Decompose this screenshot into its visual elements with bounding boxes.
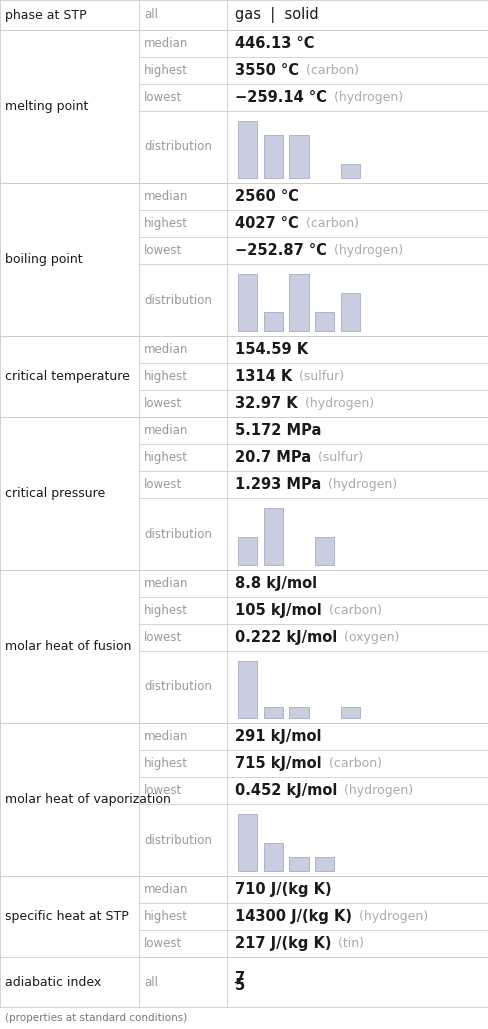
Text: phase at STP: phase at STP — [5, 8, 86, 22]
Text: lowest: lowest — [143, 244, 182, 257]
Text: gas  |  solid: gas | solid — [234, 7, 318, 23]
Text: −259.14 °C: −259.14 °C — [234, 90, 326, 105]
Text: (carbon): (carbon) — [301, 64, 358, 77]
Text: 2560 °C: 2560 °C — [234, 189, 298, 204]
Text: highest: highest — [143, 910, 187, 923]
Bar — [263, 508, 283, 565]
Text: lowest: lowest — [143, 91, 182, 104]
Bar — [238, 814, 257, 871]
Text: highest: highest — [143, 604, 187, 617]
Text: molar heat of vaporization: molar heat of vaporization — [5, 793, 170, 806]
Text: lowest: lowest — [143, 397, 182, 410]
Text: (sulfur): (sulfur) — [313, 451, 363, 464]
Text: lowest: lowest — [143, 937, 182, 950]
Text: median: median — [143, 190, 188, 203]
Text: 154.59 K: 154.59 K — [234, 342, 307, 357]
Text: specific heat at STP: specific heat at STP — [5, 910, 128, 923]
Text: (oxygen): (oxygen) — [340, 631, 399, 644]
Text: 1314 K: 1314 K — [234, 369, 291, 384]
Text: 3550 °C: 3550 °C — [234, 63, 298, 78]
Text: (carbon): (carbon) — [324, 604, 381, 617]
Text: 0.452 kJ/mol: 0.452 kJ/mol — [234, 783, 337, 799]
Text: highest: highest — [143, 370, 187, 383]
Text: (tin): (tin) — [334, 937, 364, 950]
Text: −252.87 °C: −252.87 °C — [234, 243, 326, 258]
Text: (hydrogen): (hydrogen) — [329, 244, 402, 257]
Text: 105 kJ/mol: 105 kJ/mol — [234, 603, 321, 618]
Text: 8.8 kJ/mol: 8.8 kJ/mol — [234, 576, 316, 591]
Bar — [340, 164, 359, 178]
Text: median: median — [143, 730, 188, 743]
Text: (hydrogen): (hydrogen) — [300, 397, 373, 410]
Text: all: all — [143, 8, 158, 22]
Text: distribution: distribution — [143, 528, 211, 540]
Text: 7: 7 — [234, 970, 244, 986]
Bar — [340, 293, 359, 331]
Text: highest: highest — [143, 757, 187, 770]
Text: median: median — [143, 343, 188, 356]
Bar — [289, 135, 308, 178]
Text: median: median — [143, 424, 188, 437]
Text: highest: highest — [143, 451, 187, 464]
Text: distribution: distribution — [143, 293, 211, 307]
Text: all: all — [143, 975, 158, 989]
Text: 217 J/(kg K): 217 J/(kg K) — [234, 936, 331, 951]
Text: boiling point: boiling point — [5, 253, 82, 267]
Bar — [263, 312, 283, 331]
Text: (hydrogen): (hydrogen) — [329, 91, 402, 104]
Text: (sulfur): (sulfur) — [295, 370, 344, 383]
Text: 446.13 °C: 446.13 °C — [234, 36, 314, 51]
Text: distribution: distribution — [143, 141, 211, 153]
Text: 5: 5 — [234, 979, 244, 993]
Text: (hydrogen): (hydrogen) — [354, 910, 427, 923]
Text: critical pressure: critical pressure — [5, 487, 105, 500]
Text: lowest: lowest — [143, 631, 182, 644]
Bar — [314, 312, 334, 331]
Bar — [314, 536, 334, 565]
Text: highest: highest — [143, 64, 187, 77]
Bar — [238, 536, 257, 565]
Bar — [263, 843, 283, 871]
Bar — [238, 661, 257, 718]
Text: 32.97 K: 32.97 K — [234, 396, 297, 411]
Bar — [340, 707, 359, 718]
Text: 291 kJ/mol: 291 kJ/mol — [234, 729, 321, 744]
Text: adiabatic index: adiabatic index — [5, 975, 101, 989]
Text: 0.222 kJ/mol: 0.222 kJ/mol — [234, 630, 336, 645]
Bar — [289, 707, 308, 718]
Text: (hydrogen): (hydrogen) — [340, 784, 412, 797]
Text: (properties at standard conditions): (properties at standard conditions) — [5, 1013, 187, 1023]
Bar — [289, 274, 308, 331]
Text: critical temperature: critical temperature — [5, 370, 130, 383]
Bar — [314, 857, 334, 871]
Text: (carbon): (carbon) — [301, 217, 358, 230]
Text: median: median — [143, 883, 188, 896]
Text: highest: highest — [143, 217, 187, 230]
Text: 14300 J/(kg K): 14300 J/(kg K) — [234, 909, 351, 924]
Text: distribution: distribution — [143, 680, 211, 694]
Text: 715 kJ/mol: 715 kJ/mol — [234, 756, 321, 771]
Text: distribution: distribution — [143, 833, 211, 847]
Bar — [263, 135, 283, 178]
Text: 4027 °C: 4027 °C — [234, 216, 298, 230]
Text: 20.7 MPa: 20.7 MPa — [234, 450, 310, 465]
Text: (hydrogen): (hydrogen) — [324, 478, 396, 491]
Text: lowest: lowest — [143, 478, 182, 491]
Bar — [238, 274, 257, 331]
Text: 710 J/(kg K): 710 J/(kg K) — [234, 882, 331, 897]
Text: median: median — [143, 37, 188, 50]
Text: 5.172 MPa: 5.172 MPa — [234, 423, 321, 438]
Bar — [238, 121, 257, 178]
Text: 1.293 MPa: 1.293 MPa — [234, 477, 321, 492]
Text: melting point: melting point — [5, 100, 88, 113]
Text: molar heat of fusion: molar heat of fusion — [5, 640, 131, 653]
Text: (carbon): (carbon) — [324, 757, 381, 770]
Bar — [289, 857, 308, 871]
Text: median: median — [143, 577, 188, 590]
Bar — [263, 707, 283, 718]
Text: lowest: lowest — [143, 784, 182, 797]
